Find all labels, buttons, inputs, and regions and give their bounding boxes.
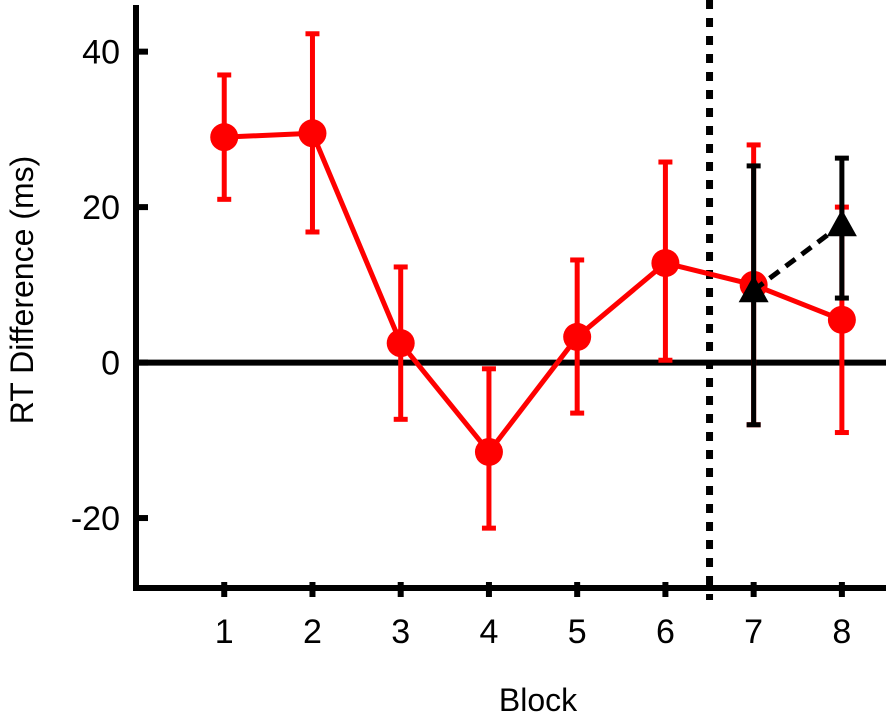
plot-frame bbox=[133, 5, 886, 591]
reference-lines bbox=[136, 0, 886, 600]
x-tick-label: 8 bbox=[832, 613, 851, 651]
x-tick-label: 6 bbox=[656, 613, 675, 651]
x-axis-label: Block bbox=[499, 682, 578, 718]
data-point-circle bbox=[651, 249, 680, 278]
data-point-circle bbox=[474, 437, 503, 466]
series-2 bbox=[738, 155, 857, 428]
data-point-circle bbox=[210, 123, 239, 152]
y-axis-label: RT Difference (ms) bbox=[4, 156, 40, 425]
y-tick-label: -20 bbox=[71, 500, 120, 538]
x-tick-label: 5 bbox=[568, 613, 587, 651]
x-tick-label: 4 bbox=[479, 613, 498, 651]
axis-ticks: -20 0 20 40 1 2 3 4 5 6 7 8 bbox=[71, 34, 851, 651]
x-tick-label: 2 bbox=[303, 613, 322, 651]
x-tick-label: 3 bbox=[391, 613, 410, 651]
data-point-triangle bbox=[826, 209, 857, 237]
series-line bbox=[752, 222, 844, 293]
data-point-circle bbox=[386, 329, 415, 358]
y-tick-label: 0 bbox=[101, 345, 120, 383]
data-point-circle bbox=[563, 322, 592, 351]
y-tick-label: 20 bbox=[82, 189, 120, 227]
data-point-triangle bbox=[738, 275, 769, 303]
series-line bbox=[224, 130, 843, 455]
data-point-circle bbox=[298, 119, 327, 148]
x-tick-label: 1 bbox=[215, 613, 234, 651]
data-point-circle bbox=[827, 305, 856, 334]
y-tick-label: 40 bbox=[82, 34, 120, 72]
series-1 bbox=[210, 31, 856, 531]
x-tick-label: 7 bbox=[744, 613, 763, 651]
series-layer bbox=[210, 31, 857, 531]
